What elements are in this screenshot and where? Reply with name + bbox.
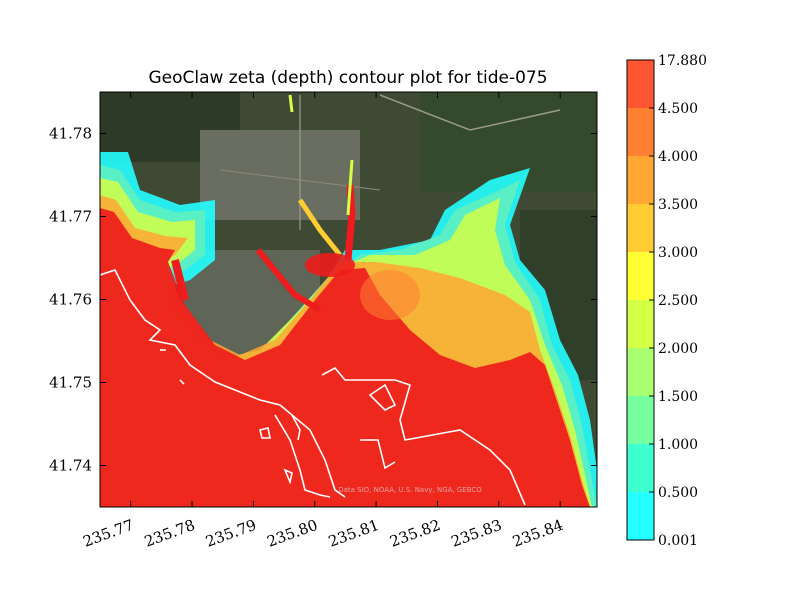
colorbar-segment bbox=[627, 156, 654, 204]
colorbar-segment bbox=[627, 492, 654, 540]
x-tick-label: 235.82 bbox=[387, 516, 442, 551]
colorbar-segment bbox=[627, 60, 654, 108]
x-tick-label: 235.84 bbox=[510, 516, 565, 551]
y-tick-label: 41.77 bbox=[49, 208, 92, 226]
colorbar-label: 3.500 bbox=[658, 197, 698, 213]
y-axis: 41.74 41.75 41.76 41.77 41.78 bbox=[49, 125, 597, 475]
x-tick-label: 235.78 bbox=[142, 516, 197, 551]
colorbar-segment bbox=[627, 444, 654, 492]
colorbar-segment bbox=[627, 204, 654, 252]
colorbar-label: 0.001 bbox=[658, 533, 698, 549]
x-tick-label: 235.81 bbox=[326, 516, 381, 551]
colorbar-segment bbox=[627, 396, 654, 444]
contour-band-red bbox=[100, 208, 590, 507]
x-tick-label: 235.77 bbox=[81, 516, 136, 551]
colorbar-segment bbox=[627, 252, 654, 300]
colorbar-label: 4.000 bbox=[658, 149, 698, 165]
y-tick-label: 41.75 bbox=[49, 374, 92, 392]
y-tick-label: 41.78 bbox=[49, 125, 92, 143]
colorbar-label: 1.000 bbox=[658, 437, 698, 453]
x-tick-label: 235.83 bbox=[449, 516, 504, 551]
y-tick-label: 41.74 bbox=[49, 457, 92, 475]
colorbar-segment bbox=[627, 300, 654, 348]
chart-title: GeoClaw zeta (depth) contour plot for ti… bbox=[148, 68, 547, 88]
colorbar-segment bbox=[627, 108, 654, 156]
plot-area: Data SIO, NOAA, U.S. Navy, NGA, GEBCO bbox=[100, 92, 597, 507]
coastline bbox=[100, 269, 526, 506]
colorbar-label: 17.880 bbox=[658, 53, 707, 69]
colorbar-label: 3.000 bbox=[658, 245, 698, 261]
colorbar-label: 0.500 bbox=[658, 485, 698, 501]
x-tick-label: 235.80 bbox=[265, 516, 320, 551]
colorbar-label: 2.500 bbox=[658, 293, 698, 309]
x-tick-label: 235.79 bbox=[203, 516, 258, 551]
colorbar-segment bbox=[627, 348, 654, 396]
colorbar-label: 4.500 bbox=[658, 101, 698, 117]
map-credit: Data SIO, NOAA, U.S. Navy, NGA, GEBCO bbox=[338, 486, 482, 494]
colorbar-label: 2.000 bbox=[658, 341, 698, 357]
depth-contours bbox=[100, 94, 597, 507]
y-tick-label: 41.76 bbox=[49, 291, 92, 309]
colorbar: 0.001 0.500 1.000 1.500 2.000 2.500 3.000 3.500… bbox=[626, 53, 707, 549]
colorbar-label: 1.500 bbox=[658, 389, 698, 405]
